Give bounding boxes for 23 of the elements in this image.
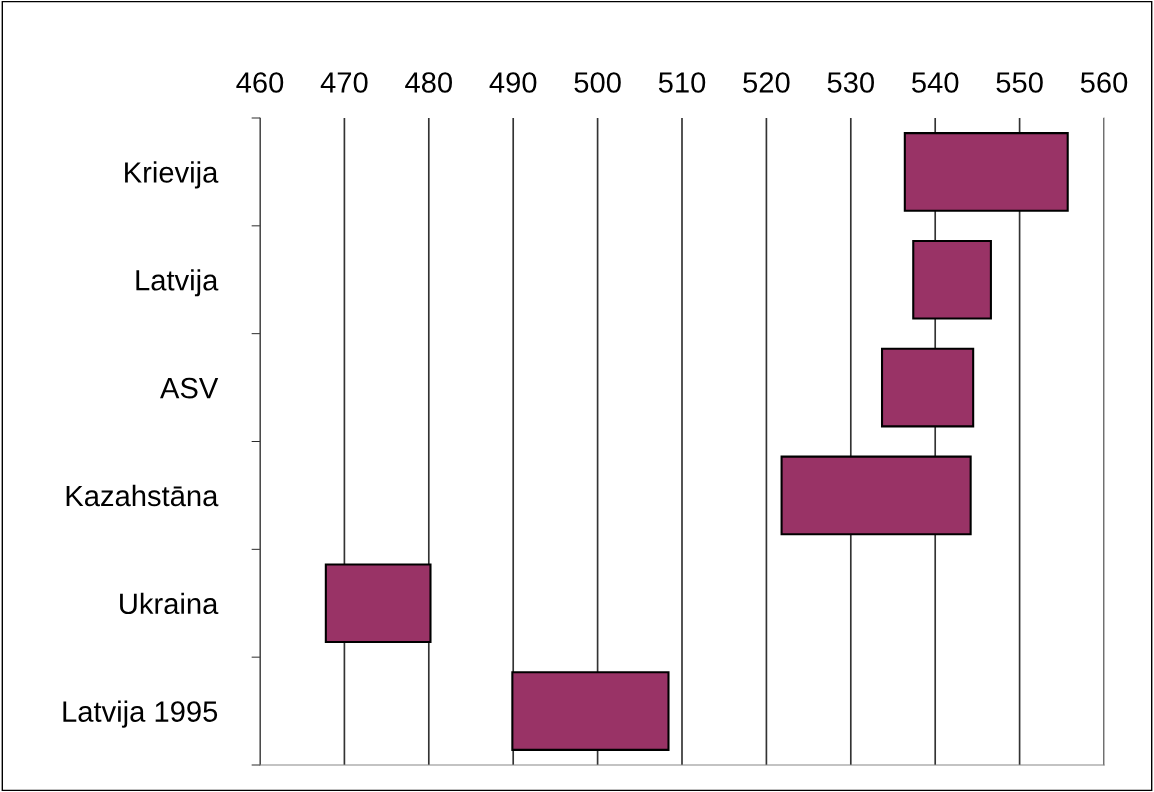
y-tick-label: Latvija 1995 <box>63 700 218 728</box>
x-tick-label: 490 <box>489 72 537 93</box>
x-tick-label: 560 <box>1080 72 1128 93</box>
x-tick-label: 460 <box>236 72 284 93</box>
bar <box>880 347 975 428</box>
x-tick-label: 550 <box>996 72 1043 93</box>
y-tick-label: Krievija <box>125 161 219 189</box>
x-tick-label: 510 <box>658 72 706 93</box>
x-tick-label: 540 <box>912 72 959 93</box>
bar <box>903 132 1069 212</box>
x-tick-label: 480 <box>405 72 452 93</box>
y-tick-label: Kazahstāna <box>66 484 219 507</box>
x-tick-label: 500 <box>574 72 621 93</box>
bar <box>511 671 670 751</box>
bar <box>912 239 992 320</box>
x-tick-label: 470 <box>320 72 368 93</box>
y-tick-label: Ukraina <box>120 592 219 615</box>
x-tick-label: 520 <box>743 72 790 93</box>
y-tick-label: Latvija <box>136 269 219 297</box>
bar <box>324 563 432 644</box>
x-tick-label: 530 <box>827 72 874 93</box>
bar <box>780 455 972 536</box>
y-tick-label: ASV <box>160 377 219 399</box>
